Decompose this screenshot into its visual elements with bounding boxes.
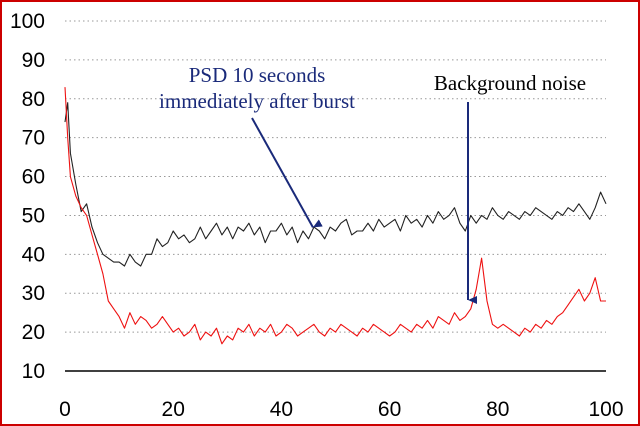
series-group	[64, 87, 607, 345]
y-tick-label: 50	[22, 204, 45, 227]
annotation-line: immediately after burst	[159, 89, 355, 113]
x-tick-label: 60	[378, 398, 401, 421]
y-tick-label: 20	[22, 321, 45, 344]
y-tick-label: 70	[22, 127, 45, 150]
y-tick-label: 30	[22, 282, 45, 305]
annotation-psd-label: PSD 10 seconds immediately after burst	[159, 63, 355, 113]
y-tick-label: 40	[22, 243, 45, 266]
x-tick-label: 0	[59, 398, 71, 421]
series-line-1	[64, 102, 607, 267]
y-tick-label: 90	[22, 49, 45, 72]
y-tick-label: 60	[22, 166, 45, 189]
x-tick-label: 80	[486, 398, 509, 421]
series-line-2	[64, 87, 606, 345]
y-tick-label: 100	[10, 10, 45, 33]
y-tick-label: 80	[22, 88, 45, 111]
annotation-background-noise-label: Background noise	[434, 71, 586, 95]
annotations: PSD 10 seconds immediately after burst Bac…	[159, 63, 586, 304]
tick-labels: 10 20 30 40 50 60 70 80 90 100 0 20 40 60 80 100	[10, 10, 624, 421]
x-tick-label: 100	[588, 398, 623, 421]
gridlines	[65, 20, 606, 333]
annotation-arrow-psd	[251, 117, 323, 228]
x-tick-label: 40	[270, 398, 293, 421]
annotation-line: PSD 10 seconds	[189, 63, 326, 87]
y-tick-label: 10	[22, 360, 45, 383]
x-tick-label: 20	[162, 398, 185, 421]
